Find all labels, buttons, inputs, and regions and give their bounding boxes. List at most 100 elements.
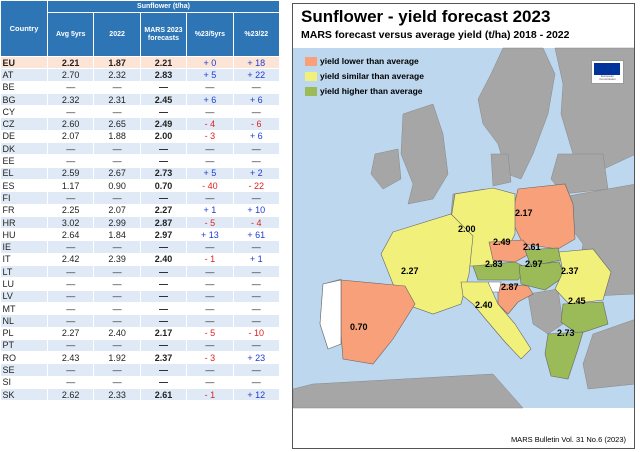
cell-2022: 1.88 <box>93 130 141 144</box>
cell-pct-vs-5yrs: — <box>186 191 234 205</box>
eu-logo-caption: European Commission <box>599 74 616 81</box>
cell-avg-5yrs: — <box>47 363 95 377</box>
cell-pct-vs-2022: — <box>233 154 281 168</box>
table-row: PT — — — — — <box>0 339 281 353</box>
cell-pct-vs-5yrs: — <box>186 302 234 316</box>
cell-avg-5yrs: — <box>47 265 95 279</box>
legend-item-higher: yield higher than average <box>301 86 473 98</box>
cell-pct-vs-2022: + 6 <box>233 93 281 107</box>
cell-pct-vs-2022: + 61 <box>233 228 281 242</box>
cell-avg-5yrs: — <box>47 191 95 205</box>
map-value-sk: 2.61 <box>523 242 541 252</box>
cell-pct-vs-2022: + 22 <box>233 68 281 82</box>
cell-2022: 2.33 <box>93 388 141 402</box>
map-footer-source: MARS Bulletin Vol. 31 No.6 (2023) <box>510 435 626 444</box>
header-2022: 2022 <box>93 12 141 57</box>
country-czechia <box>488 239 534 263</box>
cell-forecast: 2.73 <box>140 167 188 180</box>
cell-pct-vs-2022: — <box>233 363 281 377</box>
cell-forecast: — <box>140 265 188 279</box>
cell-forecast: 2.49 <box>140 117 188 131</box>
cell-pct-vs-5yrs: — <box>186 105 234 119</box>
cell-forecast: 2.27 <box>140 204 188 217</box>
cell-2022: 1.92 <box>93 351 141 365</box>
cell-forecast: — <box>140 314 188 328</box>
cell-2022: 2.32 <box>93 68 141 82</box>
cell-country: EU <box>0 56 48 70</box>
cell-pct-vs-5yrs: — <box>186 142 234 156</box>
cell-country: SK <box>0 388 48 402</box>
cell-country: NL <box>0 314 48 328</box>
country-hungary <box>518 261 566 291</box>
cell-pct-vs-5yrs: - 5 <box>186 327 234 340</box>
cell-2022: 1.87 <box>93 56 141 70</box>
cell-forecast: — <box>140 142 188 156</box>
cell-pct-vs-5yrs: — <box>186 265 234 279</box>
cell-avg-5yrs: 2.43 <box>47 351 95 365</box>
map-legend: yield lower than average yield similar t… <box>301 56 473 100</box>
cell-avg-5yrs: — <box>47 339 95 353</box>
cell-2022: 2.99 <box>93 216 141 230</box>
country-portugal <box>319 279 342 350</box>
cell-2022: — <box>93 363 141 377</box>
header-pct-vs-2022: %23/22 <box>232 12 281 57</box>
cell-forecast: — <box>140 154 188 168</box>
cell-2022: 1.84 <box>93 228 141 242</box>
cell-2022: — <box>93 191 141 205</box>
cell-avg-5yrs: — <box>47 302 95 316</box>
cell-avg-5yrs: — <box>47 376 95 390</box>
cell-pct-vs-2022: — <box>233 376 281 390</box>
table-row: SE — — — — — <box>0 363 281 377</box>
cell-pct-vs-2022: — <box>233 191 281 205</box>
cell-pct-vs-2022: — <box>233 240 281 254</box>
cell-pct-vs-2022: - 4 <box>233 216 281 230</box>
cell-forecast: — <box>140 376 188 390</box>
cell-country: ES <box>0 179 48 193</box>
denmark-shape <box>490 153 512 187</box>
cell-2022: 2.40 <box>93 327 141 340</box>
cell-pct-vs-5yrs: - 1 <box>186 253 234 267</box>
cell-2022: 2.31 <box>93 93 141 107</box>
cell-forecast: — <box>140 240 188 254</box>
cell-pct-vs-5yrs: + 6 <box>186 93 234 107</box>
cell-pct-vs-5yrs: — <box>186 339 234 353</box>
cell-pct-vs-5yrs: — <box>186 154 234 168</box>
cell-pct-vs-5yrs: — <box>186 81 234 94</box>
table-row: FI — — — — — <box>0 191 281 205</box>
country-greece <box>544 331 584 380</box>
legend-item-lower: yield lower than average <box>301 56 473 68</box>
legend-item-similar: yield similar than average <box>301 71 473 83</box>
cell-country: EL <box>0 167 48 180</box>
table-row: BG 2.32 2.31 2.45 + 6 + 6 <box>0 93 281 107</box>
cell-country: BE <box>0 81 48 94</box>
cell-2022: — <box>93 81 141 94</box>
cell-forecast: — <box>140 191 188 205</box>
cell-pct-vs-5yrs: — <box>186 240 234 254</box>
cell-country: CZ <box>0 117 48 131</box>
cell-pct-vs-2022: — <box>233 81 281 94</box>
table-row: NL — — — — — <box>0 314 281 328</box>
map-value-bg: 2.45 <box>568 296 586 306</box>
cell-avg-5yrs: 2.59 <box>47 167 95 180</box>
cell-pct-vs-2022: — <box>233 314 281 328</box>
eu-commission-logo: European Commission <box>591 60 624 84</box>
cell-2022: — <box>93 376 141 390</box>
table-row: RO 2.43 1.92 2.37- 3 + 23 <box>0 351 281 365</box>
table-body: EU 2.21 1.87 2.21 + 0 + 18 AT 2.70 2.32 2.83 + 5 + … <box>0 56 281 402</box>
header-group-sunflower: Sunflower (t/ha) <box>47 0 280 13</box>
africa-shape <box>293 373 524 409</box>
map-value-de: 2.00 <box>458 224 476 234</box>
cell-avg-5yrs: 2.42 <box>47 253 95 267</box>
country-romania <box>554 248 612 305</box>
cell-country: IT <box>0 253 48 267</box>
map-value-el: 2.73 <box>557 328 575 338</box>
eu-flag-icon <box>594 63 620 75</box>
legend-label-higher: yield higher than average <box>320 86 423 96</box>
balkans-shape <box>527 288 564 335</box>
cell-forecast: 2.21 <box>140 56 188 70</box>
table-row: SI — — — — — <box>0 376 281 390</box>
cell-forecast: 2.97 <box>140 228 188 242</box>
cell-2022: — <box>93 154 141 168</box>
cell-forecast: — <box>140 277 188 291</box>
cell-forecast: — <box>140 363 188 377</box>
